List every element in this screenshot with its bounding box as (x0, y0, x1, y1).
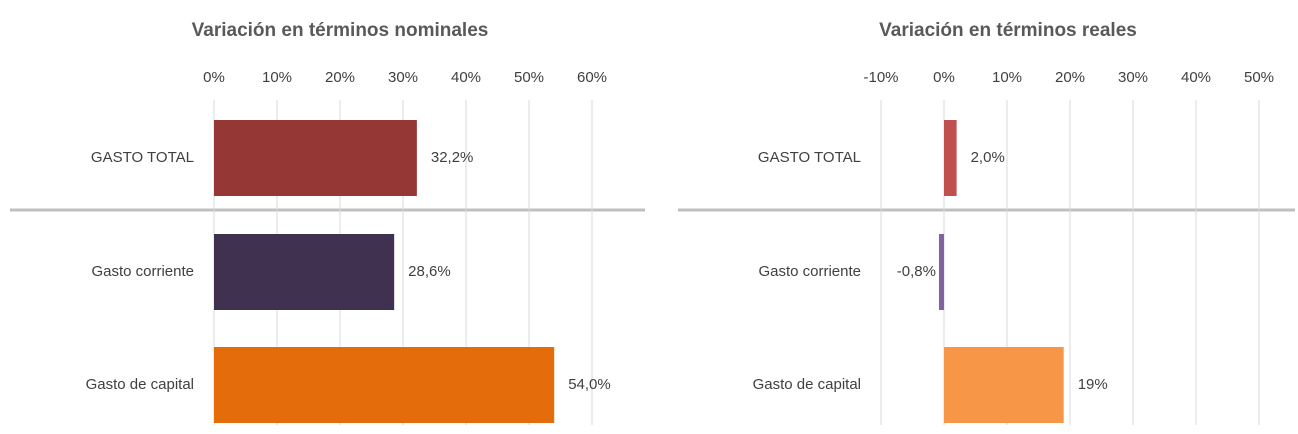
bar (214, 234, 395, 310)
x-tick-label: 60% (577, 69, 607, 86)
chart-title: Variación en términos nominales (192, 20, 489, 41)
x-tick-label: 40% (451, 69, 481, 86)
value-label: 54,0% (568, 376, 611, 393)
y-tick-label: Gasto de capital (753, 376, 861, 393)
y-tick-label: Gasto corriente (758, 263, 861, 280)
bar (214, 347, 555, 423)
x-tick-label: 30% (1118, 69, 1148, 86)
bar (944, 120, 957, 196)
value-label: -0,8% (897, 263, 936, 280)
x-tick-label: 20% (1055, 69, 1085, 86)
x-tick-label: 40% (1181, 69, 1211, 86)
value-label: 19% (1078, 376, 1108, 393)
x-tick-label: 20% (325, 69, 355, 86)
bar (938, 234, 944, 310)
value-label: 28,6% (408, 263, 451, 280)
x-tick-label: 0% (933, 69, 955, 86)
x-tick-label: 0% (203, 69, 225, 86)
y-tick-label: GASTO TOTAL (91, 149, 194, 166)
bar (944, 347, 1064, 423)
x-tick-label: 30% (388, 69, 418, 86)
y-tick-label: Gasto de capital (86, 376, 194, 393)
value-label: 32,2% (431, 149, 474, 166)
x-tick-label: 50% (1244, 69, 1274, 86)
x-tick-label: 10% (262, 69, 292, 86)
chart-title: Variación en términos reales (879, 20, 1137, 41)
x-tick-label: -10% (863, 69, 898, 86)
x-tick-label: 50% (514, 69, 544, 86)
value-label: 2,0% (971, 149, 1005, 166)
y-tick-label: GASTO TOTAL (758, 149, 861, 166)
x-tick-label: 10% (992, 69, 1022, 86)
y-tick-label: Gasto corriente (91, 263, 194, 280)
bar (214, 120, 417, 196)
